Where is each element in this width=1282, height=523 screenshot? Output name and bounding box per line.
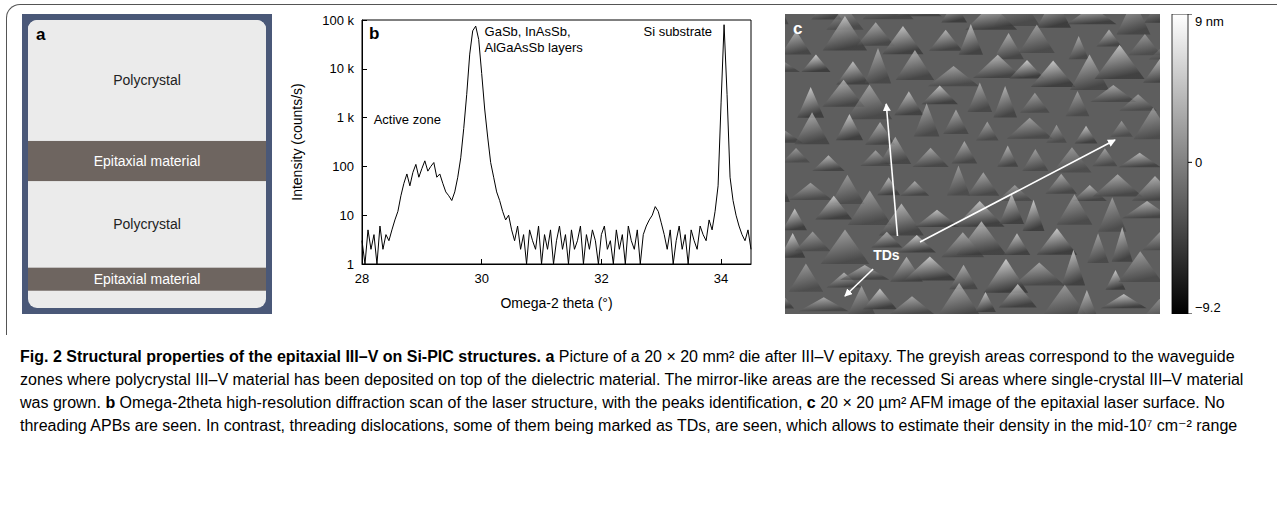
- svg-text:GaSb, InAsSb,: GaSb, InAsSb,: [485, 24, 575, 39]
- svg-text:−9.2: −9.2: [1195, 300, 1221, 314]
- svg-text:100: 100: [332, 159, 354, 174]
- svg-text:Si substrate: Si substrate: [643, 24, 712, 39]
- html-text:Fig. 2 Structural properties o: Fig. 2 Structural properties of the epit…: [20, 348, 1244, 434]
- svg-text:28: 28: [355, 271, 369, 286]
- svg-text:10: 10: [340, 208, 354, 223]
- svg-text:34: 34: [714, 271, 728, 286]
- svg-text:Intensity (counts/s): Intensity (counts/s): [289, 83, 305, 201]
- svg-text:Epitaxial material: Epitaxial material: [94, 271, 201, 287]
- svg-text:b: b: [369, 24, 379, 43]
- svg-text:9 nm: 9 nm: [1195, 14, 1224, 29]
- svg-text:30: 30: [474, 271, 488, 286]
- svg-text:AlGaAsSb layers: AlGaAsSb layers: [485, 40, 584, 55]
- svg-text:Active zone: Active zone: [374, 112, 441, 127]
- svg-text:1: 1: [347, 257, 354, 272]
- svg-text:100 k: 100 k: [322, 13, 354, 28]
- svg-text:0: 0: [1195, 155, 1202, 170]
- svg-text:10 k: 10 k: [329, 61, 354, 76]
- svg-text:Polycrystal: Polycrystal: [113, 72, 181, 88]
- svg-text:TDs: TDs: [873, 247, 900, 263]
- svg-text:Omega-2 theta (°): Omega-2 theta (°): [500, 295, 612, 311]
- svg-text:Polycrystal: Polycrystal: [113, 216, 181, 232]
- svg-text:Epitaxial material: Epitaxial material: [94, 153, 201, 169]
- svg-text:a: a: [36, 25, 46, 44]
- svg-text:c: c: [793, 19, 802, 38]
- svg-text:32: 32: [594, 271, 608, 286]
- svg-text:1 k: 1 k: [337, 110, 355, 125]
